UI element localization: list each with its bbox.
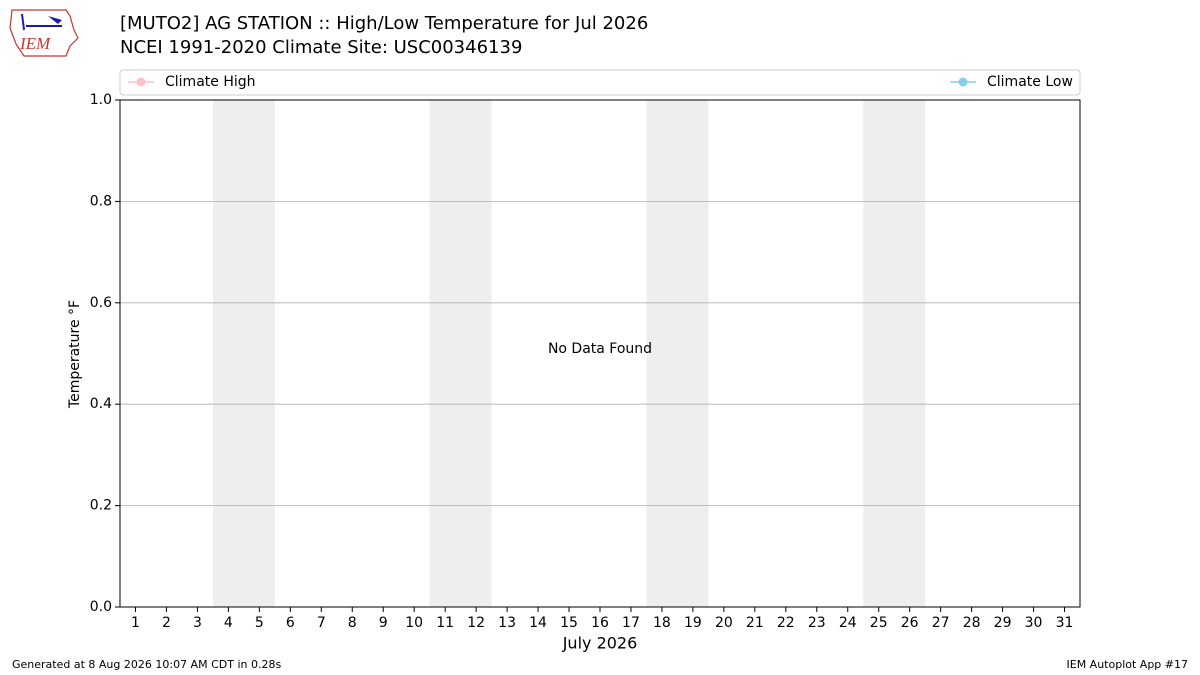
- legend-label: Climate Low: [987, 74, 1073, 90]
- y-tick-label: 0.2: [90, 498, 112, 514]
- shaded-band: [646, 100, 709, 607]
- shaded-band: [429, 100, 492, 607]
- x-tick-label: 28: [963, 615, 981, 631]
- logo-text: IEM: [19, 34, 51, 53]
- y-tick-label: 0.6: [90, 295, 112, 311]
- x-tick-label: 27: [932, 615, 950, 631]
- x-tick-label: 16: [591, 615, 609, 631]
- shaded-band: [863, 100, 926, 607]
- no-data-note: No Data Found: [548, 341, 652, 357]
- x-axis-label: July 2026: [562, 634, 638, 653]
- x-tick-label: 20: [715, 615, 733, 631]
- logo-icon: [48, 16, 62, 24]
- shaded-band: [212, 100, 275, 607]
- x-tick-label: 11: [436, 615, 454, 631]
- x-tick-label: 5: [255, 615, 264, 631]
- legend: [119, 69, 1081, 96]
- x-tick-label: 2: [162, 615, 171, 631]
- x-tick-label: 31: [1056, 615, 1074, 631]
- chart-title: [MUTO2] AG STATION :: High/Low Temperatu…: [120, 13, 648, 34]
- footer-left: Generated at 8 Aug 2026 10:07 AM CDT in …: [12, 658, 281, 671]
- chart-subtitle: NCEI 1991-2020 Climate Site: USC00346139: [120, 37, 522, 58]
- x-tick-label: 30: [1025, 615, 1043, 631]
- x-tick-label: 19: [684, 615, 702, 631]
- x-tick-label: 25: [870, 615, 888, 631]
- x-tick-label: 22: [777, 615, 795, 631]
- legend-label: Climate High: [165, 74, 256, 90]
- footer-right: IEM Autoplot App #17: [1067, 658, 1189, 671]
- logo: IEM: [9, 9, 79, 57]
- x-tick-label: 7: [317, 615, 326, 631]
- legend-marker: [136, 77, 146, 87]
- logo-icon: [21, 13, 25, 31]
- x-tick-label: 6: [286, 615, 295, 631]
- logo-outline: [9, 9, 79, 57]
- y-axis-label: Temperature °F: [67, 300, 83, 409]
- x-tick-label: 24: [839, 615, 857, 631]
- y-tick-label: 0.8: [90, 193, 112, 209]
- x-tick-label: 3: [193, 615, 202, 631]
- x-tick-label: 26: [901, 615, 919, 631]
- x-tick-label: 21: [746, 615, 764, 631]
- x-tick-label: 17: [622, 615, 640, 631]
- y-tick-label: 0.4: [90, 396, 112, 412]
- x-tick-label: 23: [808, 615, 826, 631]
- x-tick-label: 10: [405, 615, 423, 631]
- x-tick-label: 8: [348, 615, 357, 631]
- x-tick-label: 29: [994, 615, 1012, 631]
- x-tick-label: 18: [653, 615, 671, 631]
- x-tick-label: 14: [529, 615, 547, 631]
- x-tick-label: 12: [467, 615, 485, 631]
- y-tick-label: 0.0: [90, 599, 112, 615]
- x-tick-label: 9: [379, 615, 388, 631]
- y-tick-label: 1.0: [90, 92, 112, 108]
- plot-frame: [119, 99, 1081, 608]
- legend-marker: [958, 77, 968, 87]
- x-tick-label: 13: [498, 615, 516, 631]
- x-tick-label: 4: [224, 615, 233, 631]
- x-tick-label: 1: [131, 615, 140, 631]
- x-tick-label: 15: [560, 615, 578, 631]
